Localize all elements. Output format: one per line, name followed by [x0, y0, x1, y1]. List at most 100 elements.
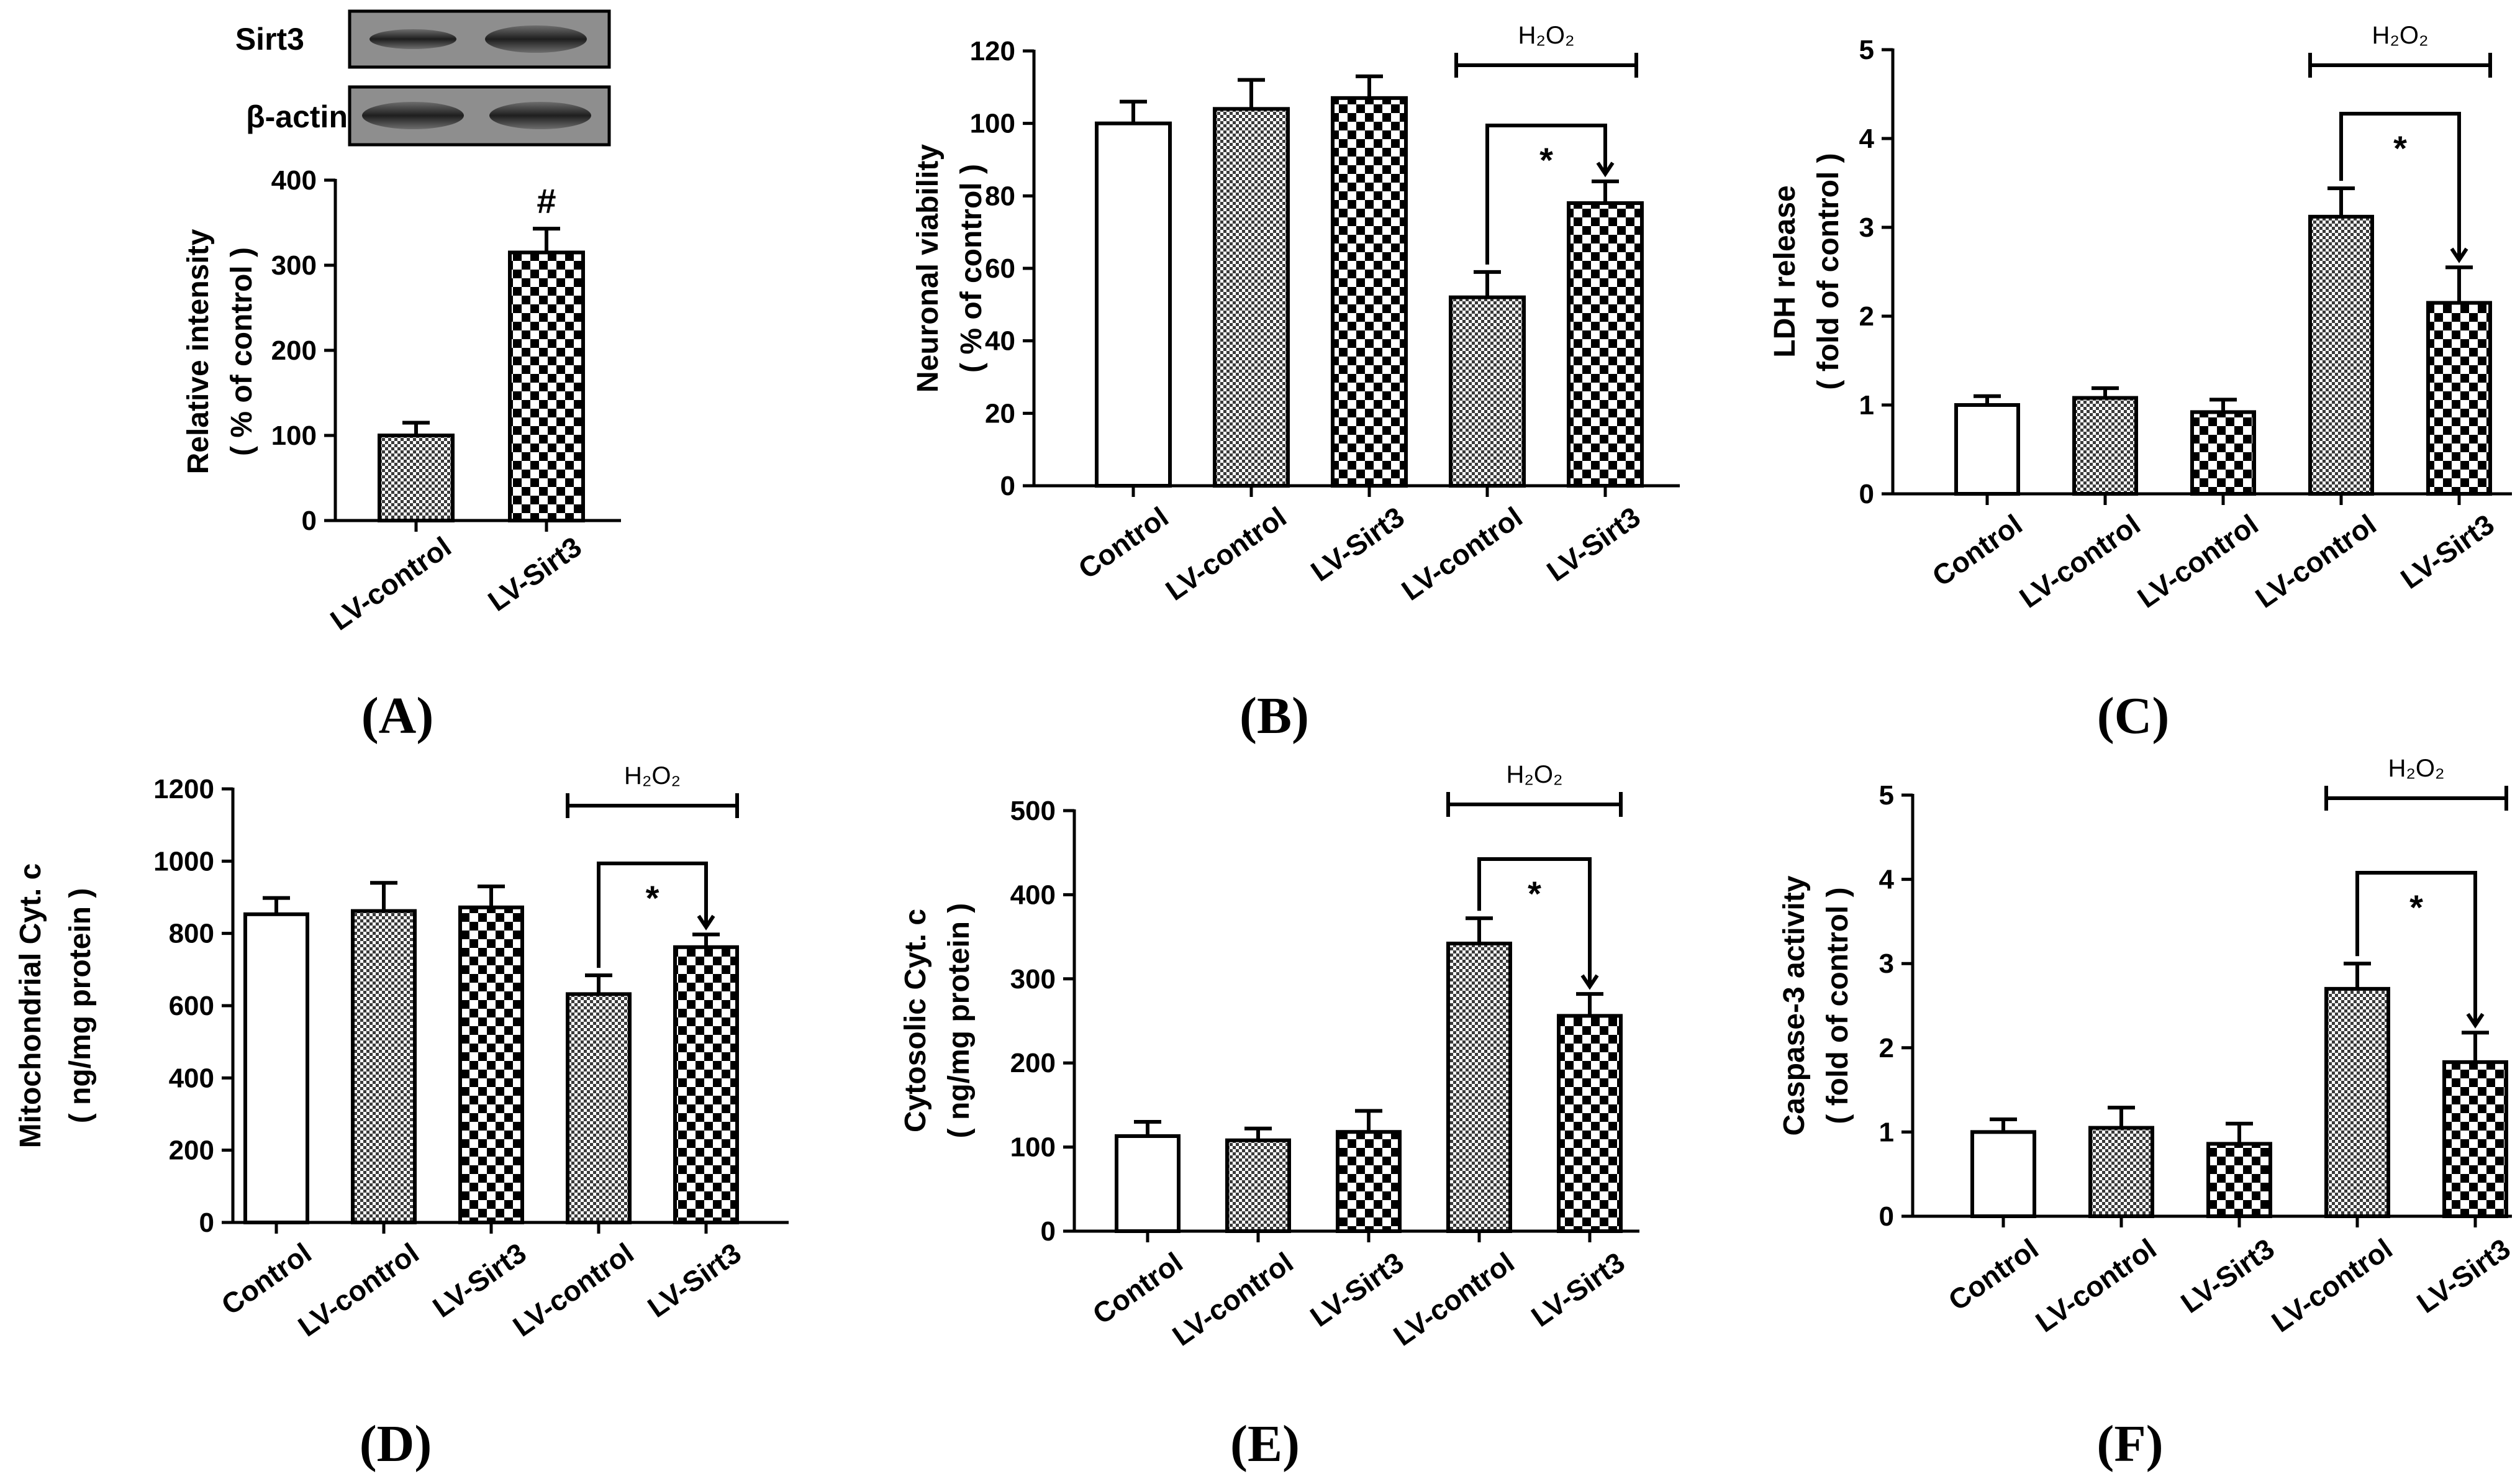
significance-arrow — [1596, 162, 1615, 178]
bar — [1970, 1130, 2036, 1219]
category-label: LV-Sirt3 — [2395, 508, 2500, 595]
y-tick-label: 0 — [1041, 1216, 1056, 1247]
category-label: LV-Sirt3 — [482, 530, 587, 617]
y-axis-title: Cytosolic Cyt. c — [899, 909, 932, 1132]
category-label: LV-control — [507, 1237, 639, 1343]
panel-label-e: (E) — [1230, 1415, 1300, 1473]
significance-mark: * — [2409, 888, 2423, 927]
bar — [2426, 301, 2492, 496]
category-label: LV-control — [324, 530, 456, 637]
blot-band-sirt3-lv-control — [369, 29, 456, 49]
y-tick-label: 40 — [985, 326, 1015, 357]
category-label: LV-Sirt3 — [1541, 501, 1646, 588]
bar — [1449, 295, 1526, 488]
y-tick-label: 3 — [1859, 212, 1874, 243]
bar — [2088, 1126, 2154, 1218]
category-label: LV-Sirt3 — [2175, 1232, 2280, 1319]
bar — [458, 905, 524, 1224]
bar — [2072, 396, 2138, 496]
category-label: LV-control — [2029, 1232, 2162, 1339]
significance-bracket — [597, 862, 708, 968]
panel-label-d: (D) — [360, 1415, 432, 1473]
y-tick-label: 0 — [199, 1208, 214, 1238]
bar — [2442, 1060, 2508, 1219]
category-label: Control — [215, 1237, 317, 1321]
y-tick-label: 100 — [1010, 1132, 1056, 1163]
y-tick-label: 100 — [970, 109, 1015, 139]
bar — [1225, 1138, 1291, 1233]
y-tick-label: 5 — [1859, 35, 1874, 65]
significance-mark: * — [1539, 140, 1553, 180]
significance-mark: # — [537, 181, 556, 221]
bar — [378, 434, 455, 522]
y-tick-label: 0 — [1879, 1201, 1894, 1232]
bar — [2206, 1142, 2272, 1219]
y-axis-subtitle: ( % of control ) — [955, 164, 988, 373]
y-tick-label: 120 — [970, 36, 1015, 66]
bar — [243, 912, 309, 1225]
y-axis-subtitle: ( ng/mg protein ) — [64, 888, 97, 1124]
bar — [1557, 1014, 1623, 1233]
y-tick-label: 5 — [1879, 780, 1894, 811]
significance-mark: * — [1528, 874, 1541, 913]
significance-bracket — [1485, 124, 1607, 265]
y-axis-subtitle: ( ng/mg protein ) — [943, 903, 976, 1139]
y-axis-subtitle: ( fold of control ) — [1812, 153, 1845, 389]
category-label: Control — [1926, 508, 2028, 593]
bar — [566, 992, 632, 1225]
chart-e: 0 100 200 300 400 500 Cytosolic Cyt. c ( ng/mg … — [899, 761, 1639, 1352]
significance-bracket — [1477, 857, 1592, 987]
category-label: LV-Sirt3 — [2411, 1232, 2516, 1319]
y-tick-label: 1 — [1859, 390, 1874, 421]
y-tick-label: 3 — [1879, 949, 1894, 979]
y-axis-title: Caspase-3 activity — [1778, 875, 1811, 1135]
category-label: LV-control — [1387, 1246, 1520, 1352]
bar — [1446, 941, 1512, 1233]
significance-mark: * — [646, 878, 659, 917]
category-label: LV-Sirt3 — [1525, 1246, 1630, 1333]
bar — [508, 250, 585, 522]
significance-mark: * — [2393, 129, 2407, 168]
chart-a: 0 100 200 300 400 Relative intensity ( % of co… — [182, 165, 621, 637]
category-label: LV-control — [1159, 501, 1292, 607]
bar — [1567, 201, 1644, 488]
treatment-label: H₂O₂ — [624, 762, 681, 790]
y-tick-label: 200 — [1010, 1048, 1056, 1078]
category-label: LV-control — [2249, 508, 2382, 614]
y-tick-label: 800 — [169, 919, 214, 949]
y-tick-label: 0 — [302, 506, 317, 536]
treatment-label: H₂O₂ — [1506, 761, 1562, 788]
y-tick-label: 2 — [1859, 301, 1874, 332]
y-tick-label: 1200 — [153, 774, 214, 804]
treatment-label: H₂O₂ — [1518, 22, 1574, 49]
treatment-label: H₂O₂ — [2388, 755, 2444, 782]
y-tick-label: 300 — [1010, 964, 1056, 994]
chart-b: 0 20 40 60 80 100 120 Neuronal viability ( % of … — [912, 22, 1680, 607]
panel-label-c: (C) — [2097, 687, 2170, 745]
y-tick-label: 400 — [271, 165, 317, 196]
significance-bracket — [2339, 112, 2461, 260]
panel-label-f: (F) — [2096, 1415, 2163, 1473]
category-label: LV-Sirt3 — [1305, 501, 1410, 588]
category-label: LV-Sirt3 — [641, 1237, 746, 1324]
treatment-label: H₂O₂ — [2372, 22, 2428, 49]
chart-f: 0 1 2 3 4 5 Caspase-3 activity ( fold of contro… — [1778, 755, 2516, 1339]
category-label: Control — [1087, 1246, 1189, 1331]
y-axis-subtitle: ( fold of control ) — [1821, 887, 1854, 1124]
category-label: Control — [1072, 501, 1174, 585]
y-tick-label: 100 — [271, 421, 317, 451]
y-tick-label: 4 — [1879, 865, 1895, 895]
category-label: LV-control — [2131, 508, 2264, 614]
y-tick-label: 4 — [1859, 124, 1875, 154]
panel-label-b: (B) — [1240, 687, 1309, 745]
category-label: LV-control — [1395, 501, 1528, 607]
category-label: LV-control — [1166, 1246, 1299, 1352]
y-tick-label: 200 — [169, 1135, 214, 1166]
bar — [2190, 410, 2256, 496]
y-tick-label: 400 — [169, 1063, 214, 1093]
y-axis-subtitle: ( % of control ) — [225, 247, 258, 456]
y-axis-title: Mitochondrial Cyt. c — [14, 863, 47, 1149]
chart-c: 0 1 2 3 4 5 LDH release ( fold of control ) Cont… — [1769, 22, 2512, 614]
y-axis-title: LDH release — [1769, 185, 1802, 357]
